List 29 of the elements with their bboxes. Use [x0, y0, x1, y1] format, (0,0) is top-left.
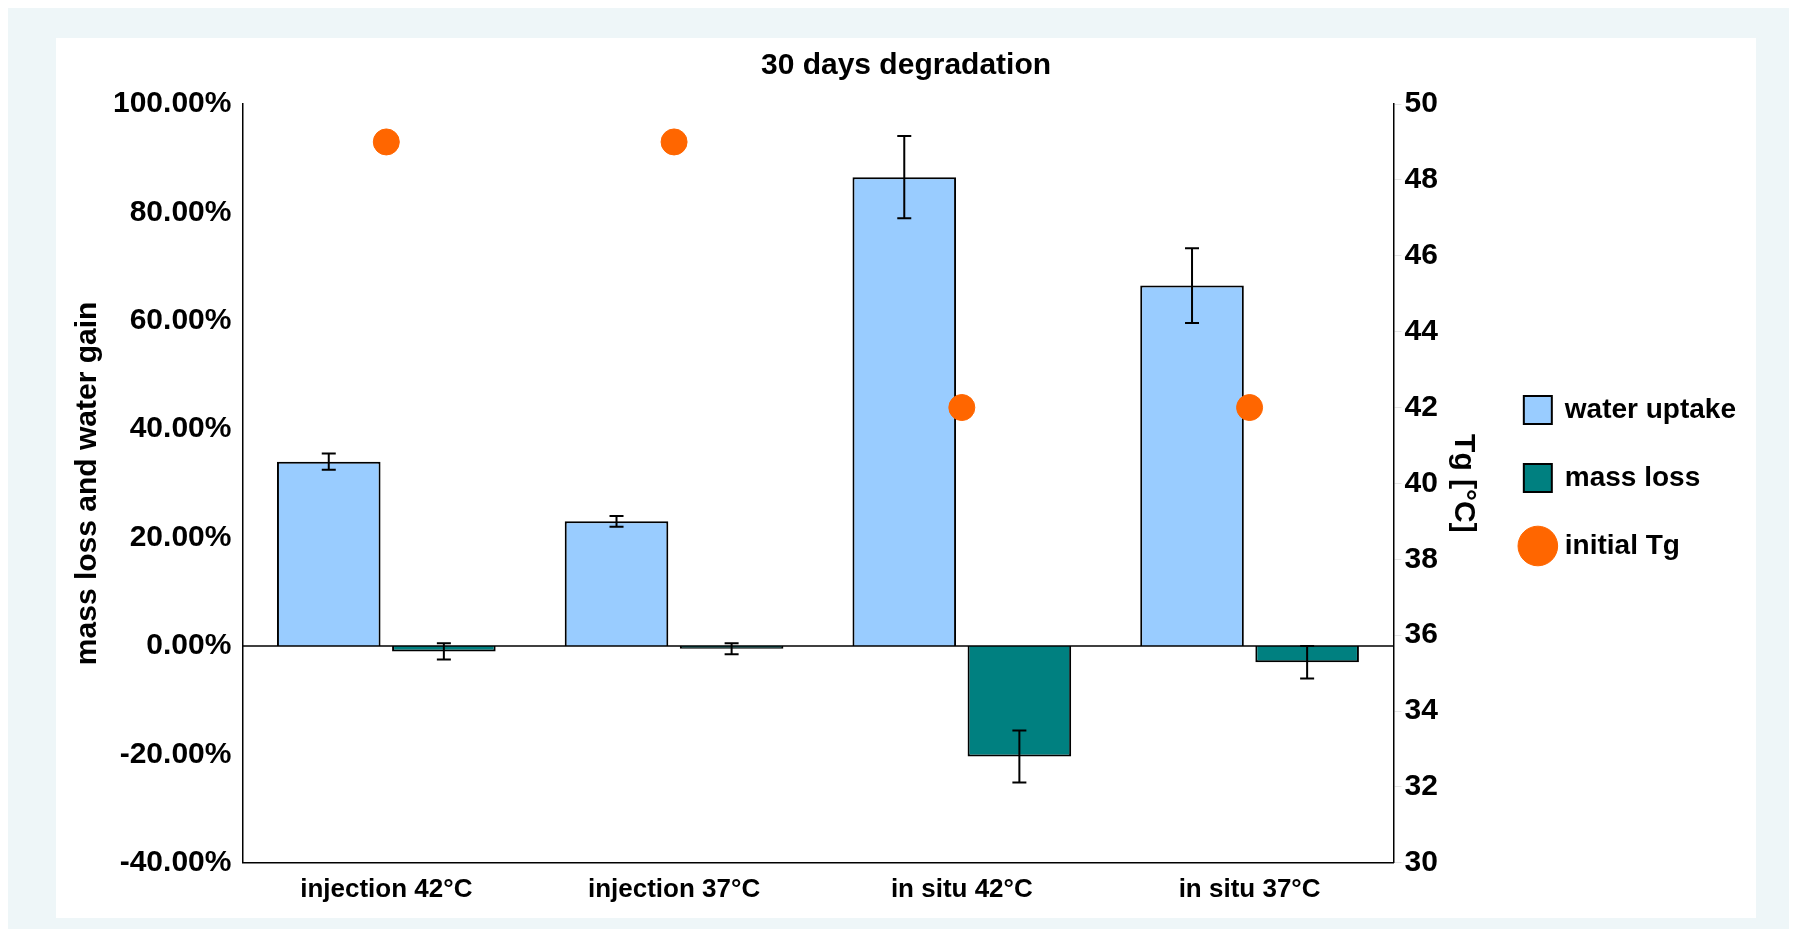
- x-tick-label: injection 42°C: [300, 872, 473, 903]
- y-axis-title: mass loss and water gain: [69, 301, 103, 666]
- legend-label: water uptake: [1563, 392, 1736, 424]
- x-tick-label: in situ 37°C: [1178, 872, 1321, 903]
- y2-tick-label: 50: [1404, 85, 1438, 119]
- y2-axis-title: Tg [°C]: [1448, 434, 1482, 533]
- y2-tick-label: 34: [1404, 692, 1439, 726]
- y2-tick-label: 44: [1404, 312, 1439, 346]
- y-tick-label: 40.00%: [129, 410, 232, 444]
- y2-tick-label: 36: [1404, 616, 1438, 650]
- y-tick-label: -20.00%: [119, 735, 232, 769]
- y-tick-label: 0.00%: [146, 627, 232, 661]
- chart-title: 30 days degradation: [760, 47, 1052, 81]
- legend-label: mass loss: [1564, 460, 1701, 492]
- y-tick-label: 100.00%: [113, 85, 232, 119]
- y-tick-label: 80.00%: [129, 193, 232, 227]
- y2-tick-label: 30: [1404, 844, 1438, 878]
- legend-label: initial Tg: [1564, 528, 1680, 560]
- y2-tick-label: 38: [1404, 540, 1438, 574]
- x-tick-label: injection 37°C: [587, 872, 761, 903]
- y2-tick-label: 48: [1404, 161, 1438, 195]
- y-tick-label: 20.00%: [129, 518, 232, 552]
- y-tick-label: -40.00%: [119, 844, 232, 878]
- y2-tick-label: 46: [1404, 237, 1438, 271]
- x-tick-label: in situ 42°C: [890, 872, 1033, 903]
- y2-tick-label: 40: [1404, 464, 1438, 498]
- y2-tick-label: 42: [1404, 388, 1438, 422]
- y-tick-label: 60.00%: [129, 302, 232, 336]
- y2-tick-label: 32: [1404, 768, 1438, 802]
